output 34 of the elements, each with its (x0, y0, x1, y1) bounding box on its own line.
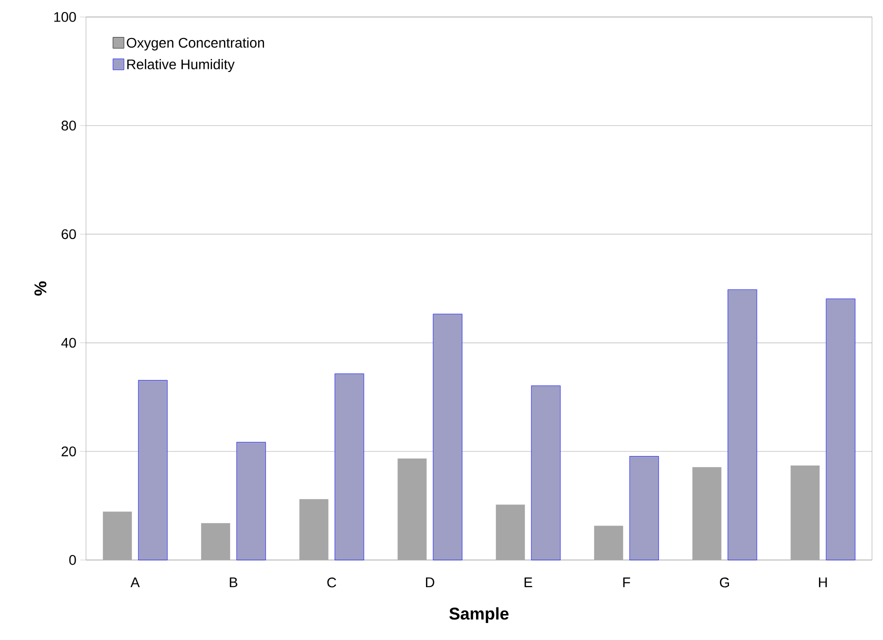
y-tick-label: 40 (61, 338, 76, 348)
bar (299, 499, 328, 560)
y-tick-label: 100 (54, 12, 76, 22)
bar (138, 380, 168, 560)
y-tick-label: 80 (62, 120, 76, 131)
bar (629, 456, 659, 560)
x-tick-label: C (327, 578, 336, 588)
bar (594, 526, 624, 560)
bar (728, 289, 758, 560)
x-tick-label: G (720, 578, 730, 588)
y-tick-label: 60 (62, 229, 76, 240)
bar (236, 442, 266, 560)
bar (334, 374, 364, 560)
x-tick-label: H (818, 578, 827, 588)
bar (432, 314, 462, 560)
bar (531, 385, 561, 560)
bar (826, 298, 856, 560)
x-tick-label: E (524, 578, 532, 588)
bar (102, 512, 132, 560)
y-tick-label: 20 (62, 446, 76, 456)
x-tick-label: D (426, 578, 434, 588)
x-tick-label: F (623, 578, 630, 588)
bar (496, 504, 525, 560)
x-tick-label: B (230, 578, 238, 588)
x-axis-title: Sample (449, 607, 509, 624)
y-tick-label: 0 (69, 555, 76, 565)
legend-label: Relative Humidity (127, 59, 235, 72)
bar (398, 458, 427, 560)
bar (201, 523, 230, 560)
y-axis-title: % (34, 281, 46, 296)
bar (790, 466, 820, 560)
bar (692, 467, 722, 560)
x-tick-label: A (130, 578, 140, 588)
legend-label: Oxygen Concentration (126, 37, 264, 50)
